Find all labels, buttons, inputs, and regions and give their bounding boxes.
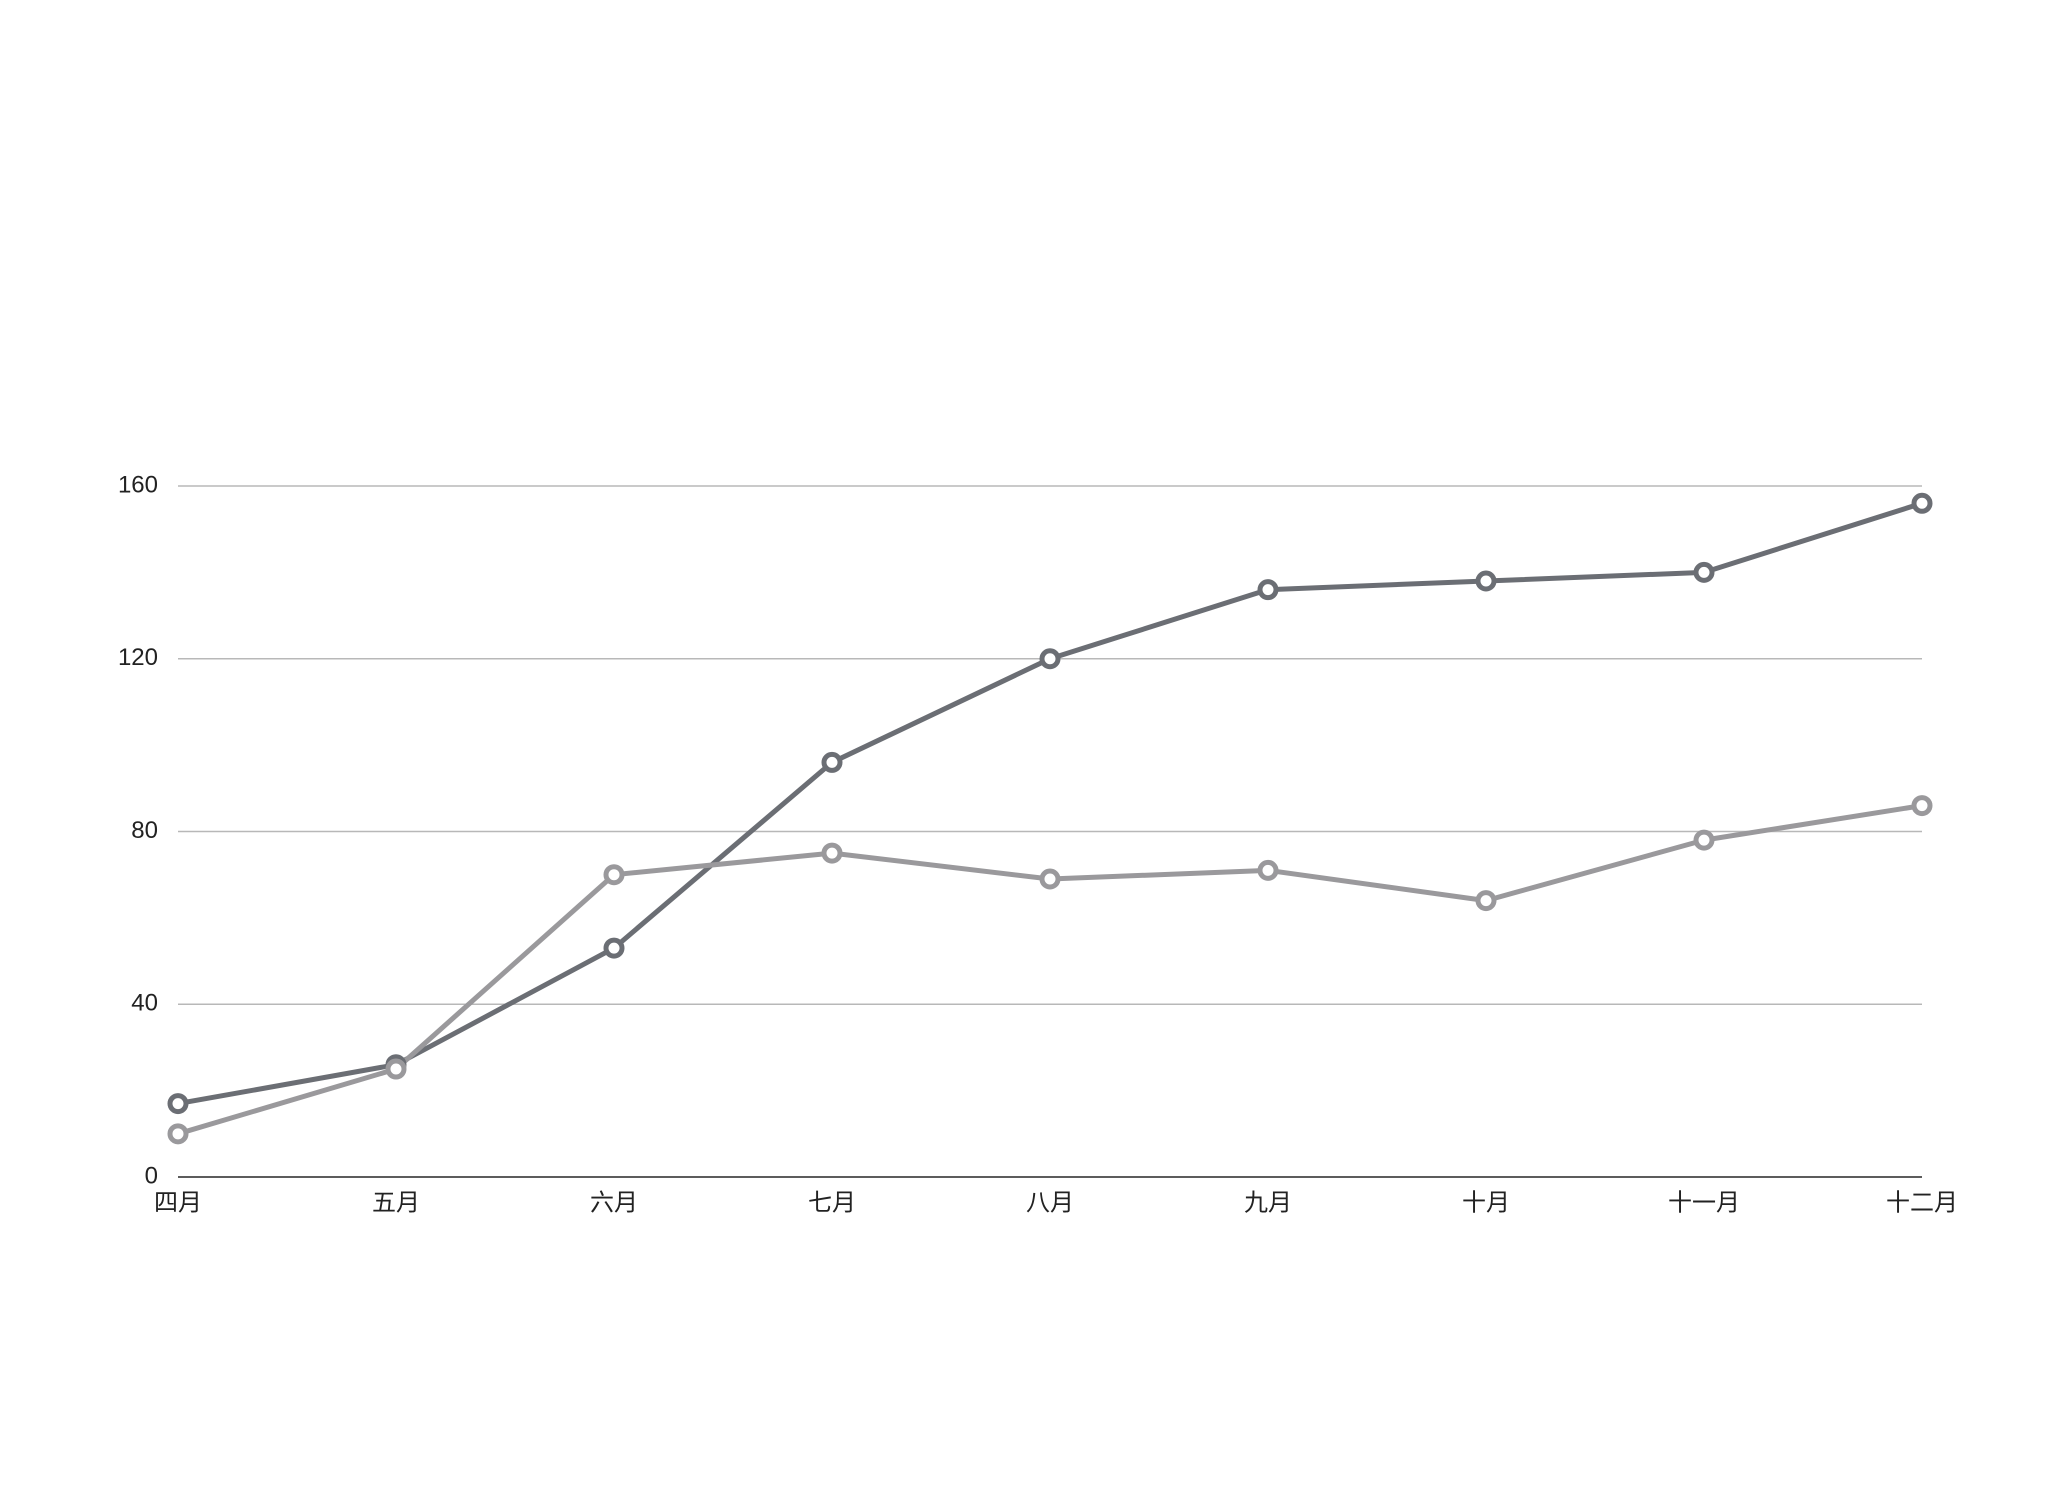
x-tick-label: 八月 xyxy=(1026,1189,1074,1216)
y-tick-label: 160 xyxy=(118,471,158,498)
data-point xyxy=(821,751,843,773)
x-tick-label: 五月 xyxy=(372,1189,420,1216)
data-point xyxy=(1257,579,1279,601)
data-point xyxy=(1475,890,1497,912)
data-point xyxy=(603,937,625,959)
data-point xyxy=(1911,492,1933,514)
y-tick-label: 40 xyxy=(131,990,158,1017)
data-point xyxy=(385,1058,407,1080)
data-point xyxy=(167,1093,189,1115)
data-point xyxy=(1257,859,1279,881)
y-tick-label: 80 xyxy=(131,817,158,844)
data-point xyxy=(1693,561,1715,583)
y-tick-label: 120 xyxy=(118,644,158,671)
x-tick-label: 七月 xyxy=(808,1189,856,1216)
x-tick-label: 十一月 xyxy=(1668,1189,1740,1216)
series-line xyxy=(177,803,1923,1137)
data-point xyxy=(1039,648,1061,670)
data-point xyxy=(821,842,843,864)
data-point xyxy=(1693,829,1715,851)
x-tick-label: 十月 xyxy=(1462,1189,1510,1216)
data-point xyxy=(1911,795,1933,817)
x-tick-label: 四月 xyxy=(154,1189,202,1216)
x-tick-label: 六月 xyxy=(590,1189,638,1216)
x-tick-label: 十二月 xyxy=(1886,1189,1958,1216)
data-point xyxy=(1475,570,1497,592)
data-point xyxy=(1039,868,1061,890)
data-point xyxy=(167,1123,189,1145)
x-tick-label: 九月 xyxy=(1244,1189,1292,1216)
data-point xyxy=(603,864,625,886)
y-tick-label: 0 xyxy=(145,1162,158,1189)
series-line xyxy=(177,500,1923,1107)
